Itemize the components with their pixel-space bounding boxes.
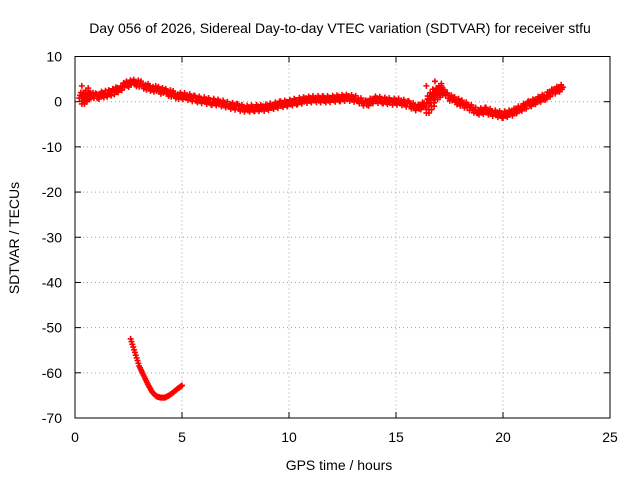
main-point: [95, 95, 102, 102]
main-point: [441, 86, 448, 93]
cluster-point: [425, 109, 432, 116]
data-points: [76, 76, 566, 401]
main-point: [232, 106, 239, 113]
cluster-point: [78, 82, 85, 89]
cluster-point: [85, 87, 92, 94]
main-point: [369, 100, 376, 107]
x-tick-label: 5: [178, 429, 186, 445]
y-tick-label: -60: [42, 365, 62, 381]
chart-title: Day 056 of 2026, Sidereal Day-to-day VTE…: [89, 20, 591, 36]
main-point: [317, 99, 324, 106]
main-point: [480, 111, 487, 118]
cluster-point: [423, 82, 430, 89]
x-tick-labels: 0 5 10 15 20 25: [71, 429, 618, 445]
cluster-point: [438, 82, 445, 89]
main-point: [532, 101, 539, 108]
main-point: [559, 84, 566, 91]
cluster-point: [427, 93, 434, 100]
main-point: [284, 103, 291, 110]
y-tick-label: -30: [42, 229, 62, 245]
cluster-point: [86, 96, 93, 103]
x-tick-label: 15: [388, 429, 404, 445]
y-tick-label: -10: [42, 139, 62, 155]
y-tick-label: -70: [42, 410, 62, 426]
main-point: [455, 95, 462, 102]
main-point: [274, 105, 281, 112]
y-axis-label: SDTVAR / TECUs: [6, 182, 22, 294]
cluster-point: [424, 96, 431, 103]
x-axis-label: GPS time / hours: [286, 457, 393, 473]
main-point: [327, 99, 334, 106]
cluster-point: [431, 78, 438, 85]
x-tick-label: 0: [71, 429, 79, 445]
y-tick-label: 0: [54, 94, 62, 110]
cluster-point: [429, 89, 436, 96]
cluster-point: [439, 91, 446, 98]
y-tick-labels: -70 -60 -50 -40 -30 -20 -10 0 10: [42, 49, 62, 427]
main-point: [542, 96, 549, 103]
main-point: [108, 92, 115, 99]
main-point: [547, 93, 554, 100]
cluster-point: [431, 103, 438, 110]
drop-point: [179, 382, 185, 389]
plot-frame: [74, 56, 611, 419]
cluster-point: [428, 106, 435, 113]
main-point: [118, 87, 125, 94]
x-tick-label: 20: [495, 429, 511, 445]
x-tick-label: 10: [281, 429, 297, 445]
y-tick-label: 10: [46, 49, 62, 65]
grid-lines: [75, 56, 610, 418]
x-tick-label: 25: [602, 429, 618, 445]
y-tick-label: -50: [42, 320, 62, 336]
y-tick-label: -20: [42, 184, 62, 200]
main-point: [523, 105, 530, 112]
y-tick-label: -40: [42, 274, 62, 290]
